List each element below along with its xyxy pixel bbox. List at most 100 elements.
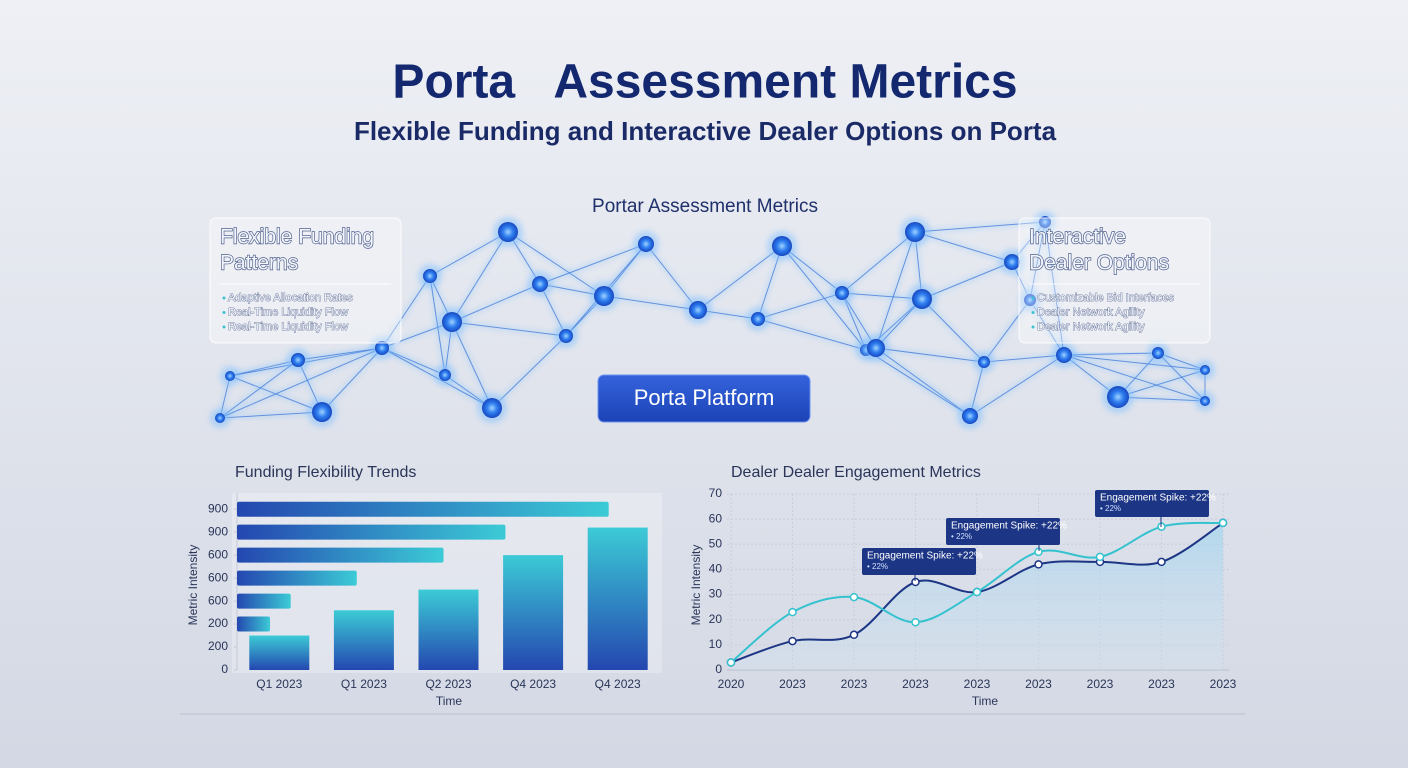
network-edge (1063, 354, 1206, 371)
point (972, 587, 982, 597)
y-tick-label: 30 (709, 587, 723, 601)
network-node (215, 413, 225, 423)
network-node (594, 286, 614, 306)
horizontal-bar (237, 616, 271, 632)
annotation-box (862, 548, 976, 575)
title: Porta Assessment Metrics (392, 56, 1017, 109)
card-bullet (222, 325, 226, 329)
y-tick-label: 900 (208, 524, 228, 538)
annotation-note: • 22% (867, 562, 888, 571)
network-edge (983, 299, 1031, 363)
y-tick-label: 0 (715, 662, 722, 676)
card-item: Dealer Network Agility (1037, 321, 1145, 333)
point (788, 636, 797, 646)
network-edge (875, 231, 916, 349)
network-edge (914, 221, 1046, 233)
network-node (905, 222, 925, 242)
x-tick-label: Q4 2023 (510, 677, 556, 691)
y-tick-label: 50 (709, 536, 723, 550)
point (849, 592, 859, 602)
network-node (423, 269, 437, 283)
network-edge (219, 347, 383, 419)
card-bullet (1031, 311, 1035, 314)
y-tick-label: 10 (709, 637, 723, 651)
card-item: Customizable Bid Interfaces (1037, 292, 1174, 304)
point (1095, 552, 1105, 562)
card-title: Flexible Funding (220, 226, 374, 249)
card-item: Dealer Network Agility (1037, 306, 1145, 318)
horizontal-bar (237, 547, 444, 563)
y-axis-label: Metric Intensity (186, 545, 200, 626)
bar (587, 527, 648, 670)
network-edge (921, 261, 1013, 300)
network-edge (1157, 352, 1206, 402)
network-node (912, 289, 932, 309)
horizontal-bar (237, 501, 609, 517)
bar (418, 589, 479, 670)
network-edge (539, 243, 647, 285)
network-edge (757, 292, 843, 320)
network-node (867, 339, 885, 357)
horizontal-bar (237, 570, 357, 586)
point (849, 630, 859, 640)
network-edge (507, 231, 605, 297)
subtitle: Flexible Funding and Interactive Dealer … (354, 116, 1057, 146)
area (731, 522, 1223, 670)
network-node (225, 371, 235, 381)
bar (333, 610, 394, 670)
network-node (439, 369, 451, 381)
point (726, 658, 736, 667)
card-bullet (1031, 325, 1035, 329)
network-edge (969, 354, 1065, 417)
y-axis-label: Metric Intensity (689, 545, 703, 626)
x-tick-label: 2023 (1025, 677, 1052, 691)
network-node (1039, 216, 1051, 228)
x-tick-label: Q2 2023 (425, 677, 471, 691)
annotation-note: • 22% (951, 532, 972, 541)
card-item: Real-Time Liquidity Flow (228, 321, 348, 333)
x-axis-label: Time (436, 694, 463, 708)
network-edge (645, 243, 699, 311)
network-node (978, 356, 990, 368)
annotation-note: • 22% (1100, 504, 1121, 513)
x-tick-label: Q4 2023 (595, 677, 641, 691)
x-tick-label: 2023 (902, 677, 929, 691)
network-edge (697, 245, 783, 311)
network-node (375, 341, 389, 355)
card-item: Real-Time Liquidity Flow (228, 306, 348, 318)
annotation-box (946, 518, 1060, 545)
network-node (1056, 347, 1072, 363)
annotation-text: Engagement Spike: +22% (867, 551, 983, 562)
network-node (1152, 347, 1164, 359)
horizontal-bar (237, 524, 506, 540)
network-edge (451, 231, 509, 323)
card (209, 217, 402, 344)
network-edge (381, 275, 431, 349)
x-tick-label: 2023 (841, 677, 868, 691)
card-title: Patterns (220, 252, 298, 275)
x-tick-label: 2023 (1210, 677, 1237, 691)
network-edge (865, 349, 971, 417)
network-edge (219, 411, 323, 419)
network-edge (491, 335, 567, 409)
card-bullet (222, 296, 226, 300)
network-edge (841, 231, 916, 294)
bar (249, 635, 310, 670)
network-node (751, 312, 765, 326)
platform-button-label[interactable]: Porta Platform (634, 385, 775, 410)
network-edge (297, 347, 383, 361)
y-tick-label: 20 (709, 612, 723, 626)
x-tick-label: 2023 (1087, 677, 1114, 691)
chart-title: Funding Flexibility Trends (235, 464, 416, 481)
y-tick-label: 200 (208, 639, 228, 653)
network-node (532, 276, 548, 292)
network-edge (1029, 221, 1046, 301)
network-edge (603, 295, 699, 311)
network-node (1200, 396, 1210, 406)
point (1157, 557, 1166, 567)
platform-button[interactable] (597, 374, 811, 423)
network-node (638, 236, 654, 252)
y-tick-label: 200 (208, 616, 228, 630)
